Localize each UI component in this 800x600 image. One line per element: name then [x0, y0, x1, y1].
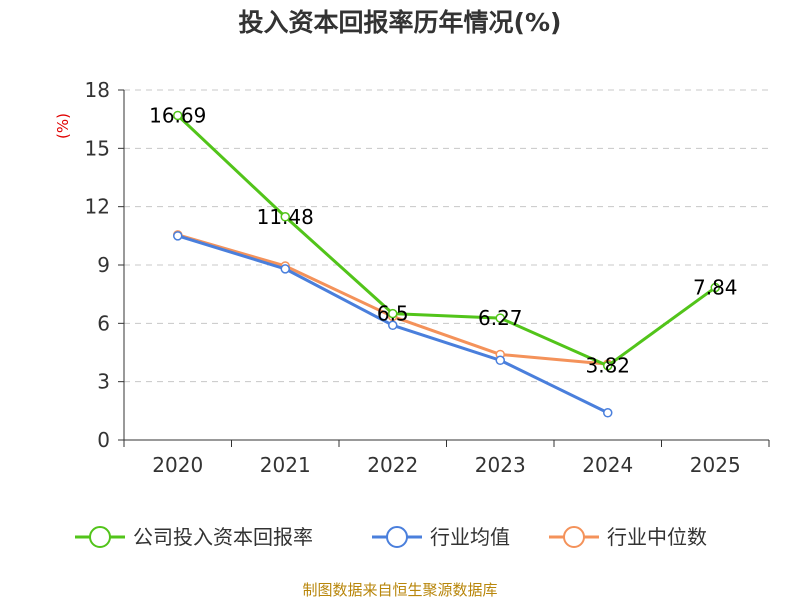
chart-title: 投入资本回报率历年情况(%) — [239, 8, 562, 37]
x-tick-label: 2024 — [582, 453, 633, 477]
y-tick-label: 12 — [85, 195, 110, 219]
data-label: 6.27 — [478, 306, 523, 330]
data-point[interactable] — [388, 320, 398, 331]
data-label: 3.82 — [585, 354, 630, 378]
y-tick-label: 15 — [85, 136, 110, 160]
x-tick-label: 2021 — [260, 453, 311, 477]
data-label: 16.69 — [149, 103, 206, 127]
legend-label: 行业中位数 — [607, 525, 707, 549]
legend-item-2[interactable]: 行业中位数 — [549, 525, 707, 549]
data-point[interactable] — [710, 282, 720, 293]
axes: 0 3 6 9 12 15 18 2020 2021 2022 2023 2024 2025 — [85, 78, 770, 477]
legend-item-1[interactable]: 行业均值 — [372, 525, 510, 549]
y-tick-label: 18 — [85, 78, 110, 102]
data-label: 11.48 — [257, 205, 314, 229]
data-labels: 16.69 11.48 6.5 6.27 3.82 7.84 — [149, 103, 737, 377]
data-point[interactable] — [280, 212, 290, 222]
grid — [124, 89, 769, 383]
legend-marker-icon — [89, 526, 111, 548]
x-tick-label: 2022 — [367, 453, 418, 477]
legend[interactable]: 公司投入资本回报率 行业均值 行业中位数 — [75, 525, 707, 549]
legend-marker-icon — [386, 526, 408, 548]
series-line-0 — [176, 114, 717, 368]
data-point[interactable] — [603, 408, 613, 418]
x-tick-label: 2023 — [475, 453, 526, 477]
data-point[interactable] — [173, 110, 183, 121]
data-point[interactable] — [280, 264, 290, 274]
data-point[interactable] — [495, 355, 505, 366]
data-point[interactable] — [495, 313, 505, 323]
x-tick-label: 2025 — [690, 453, 741, 477]
x-tick-label: 2020 — [152, 453, 203, 477]
data-label: 7.84 — [693, 276, 738, 300]
y-tick-label: 3 — [97, 370, 110, 394]
series-lines — [173, 110, 720, 418]
y-tick-label: 9 — [97, 253, 110, 277]
data-point[interactable] — [603, 360, 613, 371]
data-label: 6.5 — [377, 302, 409, 326]
data-point[interactable] — [388, 308, 398, 319]
source-note: 制图数据来自恒生聚源数据库 — [302, 581, 497, 599]
y-tick-label: 6 — [97, 311, 110, 335]
legend-label: 公司投入资本回报率 — [133, 525, 313, 549]
legend-item-0[interactable]: 公司投入资本回报率 — [75, 525, 313, 549]
legend-marker-icon — [563, 526, 585, 548]
y-tick-label: 0 — [97, 428, 110, 452]
legend-label: 行业均值 — [430, 525, 510, 549]
y-axis-label: (%) — [54, 113, 72, 139]
data-point[interactable] — [173, 231, 183, 241]
